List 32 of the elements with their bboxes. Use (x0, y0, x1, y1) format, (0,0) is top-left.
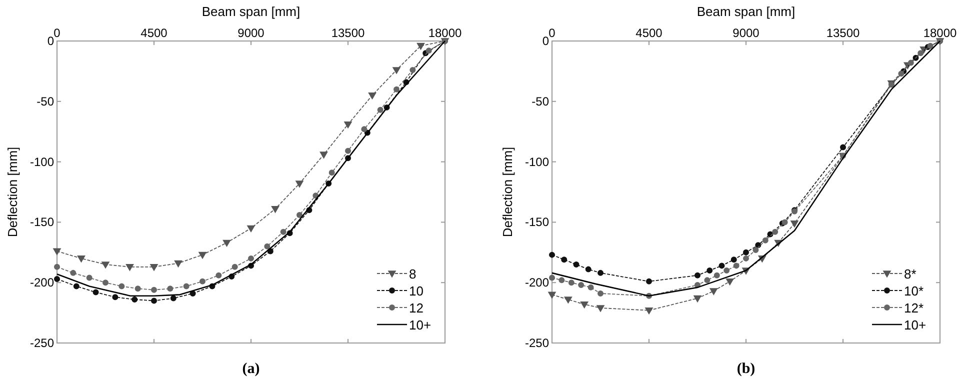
y-tick-label: -150 (30, 215, 54, 230)
text: (b) (736, 361, 756, 377)
x-axis-title: Beam span [mm] (696, 4, 796, 19)
x-tick-label: 9000 (238, 26, 265, 40)
legend-label: 10+ (409, 318, 432, 332)
legend-label: 12* (904, 300, 924, 316)
legend-label: 10* (904, 284, 924, 298)
x-tick-label: 13500 (331, 26, 366, 40)
x-tick-label: 4500 (636, 26, 663, 40)
y-tick-label: -150 (524, 215, 550, 230)
legend-label: 10 (409, 284, 424, 298)
y-axis-title: Deflection [mm] (500, 146, 515, 238)
y-tick-label: -200 (524, 276, 550, 290)
legend-label: 12 (409, 300, 424, 316)
y-tick-label: -50 (36, 94, 54, 108)
legend-label: 8 (409, 266, 416, 282)
legend-label: 10+ (904, 318, 926, 332)
x-tick-label: 4500 (140, 26, 168, 40)
x-tick-label: 18000 (923, 26, 958, 40)
y-tick-label: -250 (524, 336, 550, 350)
x-tick-label: 9000 (732, 26, 760, 40)
x-axis-title: Beam span [mm] (202, 4, 300, 19)
y-tick-label: -100 (524, 154, 550, 169)
y-tick-label: -200 (30, 276, 54, 290)
y-tick-label: -50 (532, 94, 550, 108)
x-tick-label: 18000 (428, 26, 462, 40)
x-tick-label: 13500 (826, 26, 860, 40)
y-axis-title: Deflection [mm] (5, 146, 20, 238)
y-tick-label: -100 (30, 154, 54, 169)
text: (a) (242, 361, 260, 377)
legend-label: 8* (904, 266, 916, 282)
y-tick-label: -250 (30, 336, 54, 350)
